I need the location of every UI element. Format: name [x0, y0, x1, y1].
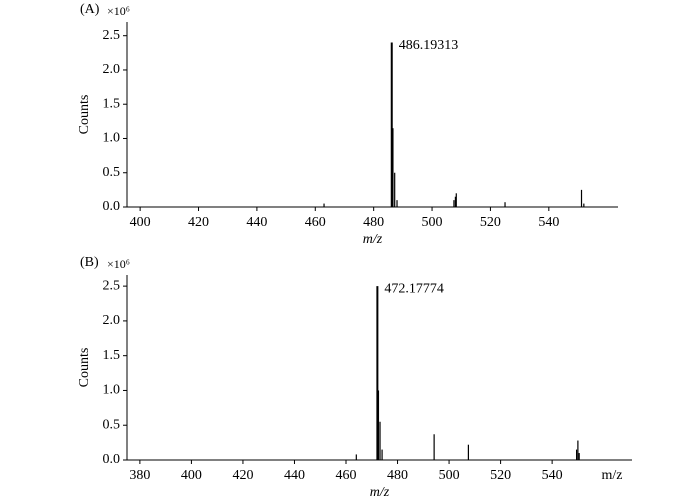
x-tick-label: 420 — [232, 468, 253, 483]
x-tick-label: 480 — [387, 468, 408, 483]
panel-label: (A) — [80, 2, 100, 17]
y-tick-label: 2.0 — [103, 62, 121, 77]
y-tick-label: 1.5 — [103, 348, 121, 363]
x-tick-label: 440 — [246, 215, 267, 230]
x-tick-label: 400 — [181, 468, 202, 483]
y-tick-label: 1.5 — [103, 96, 121, 111]
y-tick-label: 1.0 — [103, 131, 121, 146]
x-tick-label: 420 — [188, 215, 209, 230]
x-tick-label: 500 — [439, 468, 460, 483]
x-tick-label: 520 — [490, 468, 511, 483]
x-tick-label: 540 — [542, 468, 563, 483]
y-axis-title: Counts — [77, 348, 92, 388]
x-tick-label: 520 — [480, 215, 501, 230]
y-multiplier: ×10⁶ — [107, 4, 130, 18]
y-tick-label: 0.0 — [103, 199, 121, 214]
x-tick-label: 500 — [422, 215, 443, 230]
peak-label: 472.17774 — [384, 281, 444, 296]
y-multiplier: ×10⁶ — [107, 257, 130, 271]
x-tick-label: 380 — [129, 468, 150, 483]
panel-label: (B) — [80, 255, 99, 270]
x-tick-label: 540 — [538, 215, 559, 230]
x-tick-label: 480 — [363, 215, 384, 230]
x-axis-title: m/z — [363, 232, 383, 247]
y-tick-label: 2.5 — [103, 28, 121, 43]
x-unit-label: m/z — [602, 468, 623, 483]
y-axis-title: Counts — [77, 95, 92, 135]
y-tick-label: 0.5 — [103, 165, 121, 180]
x-axis-title: m/z — [370, 485, 390, 500]
y-tick-label: 0.0 — [103, 452, 121, 467]
x-tick-label: 400 — [130, 215, 151, 230]
x-tick-label: 440 — [284, 468, 305, 483]
y-tick-label: 2.5 — [103, 278, 121, 293]
y-tick-label: 1.0 — [103, 383, 121, 398]
peak-label: 486.19313 — [399, 38, 459, 53]
y-tick-label: 2.0 — [103, 313, 121, 328]
x-tick-label: 460 — [305, 215, 326, 230]
x-tick-label: 460 — [336, 468, 357, 483]
y-tick-label: 0.5 — [103, 417, 121, 432]
